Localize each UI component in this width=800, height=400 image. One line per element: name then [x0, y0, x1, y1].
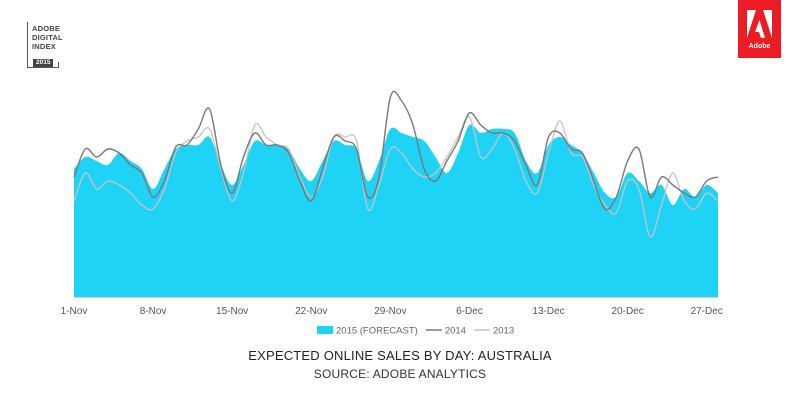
- badge-line-3: INDEX: [32, 42, 56, 51]
- x-tick-label: 22-Nov: [295, 306, 327, 317]
- badge-line-2: DIGITAL: [32, 33, 63, 42]
- legend-swatch-area: [317, 326, 333, 334]
- series-line-2014: [73, 90, 719, 211]
- x-axis-ticks: 1-Nov 8-Nov 15-Nov 22-Nov 29-Nov 6-Dec 13-Dec 2…: [61, 306, 723, 317]
- chart-subtitle: SOURCE: ADOBE ANALYTICS: [313, 367, 487, 381]
- legend: 2015 (FORECAST) 2014 2013: [317, 326, 514, 337]
- legend-label: 2015 (FORECAST): [336, 326, 418, 337]
- x-tick-label: 29-Nov: [374, 306, 406, 317]
- legend-label: 2013: [493, 326, 514, 337]
- x-tick-label: 13-Dec: [532, 306, 564, 317]
- badge-line-1: ADOBE: [32, 24, 61, 33]
- badge-bracket: [27, 22, 59, 68]
- x-tick-label: 8-Nov: [140, 306, 167, 317]
- plot-area: [73, 90, 719, 297]
- chart-title: EXPECTED ONLINE SALES BY DAY: AUSTRALIA: [248, 348, 552, 363]
- x-tick-label: 15-Nov: [216, 306, 248, 317]
- adobe-logo: Adobe: [738, 0, 781, 58]
- badge-year: 2015: [33, 59, 54, 67]
- adobe-logo-mark-icon: [747, 10, 772, 38]
- x-tick-label: 27-Dec: [691, 306, 723, 317]
- adobe-logo-text: Adobe: [748, 43, 771, 50]
- x-tick-label: 1-Nov: [61, 306, 88, 317]
- series-area-2015-forecast: [74, 124, 718, 297]
- adobe-digital-index-badge: ADOBE DIGITAL INDEX 2015: [27, 22, 63, 69]
- legend-label: 2014: [445, 326, 466, 337]
- x-tick-label: 20-Dec: [611, 306, 643, 317]
- x-tick-label: 6-Dec: [456, 306, 483, 317]
